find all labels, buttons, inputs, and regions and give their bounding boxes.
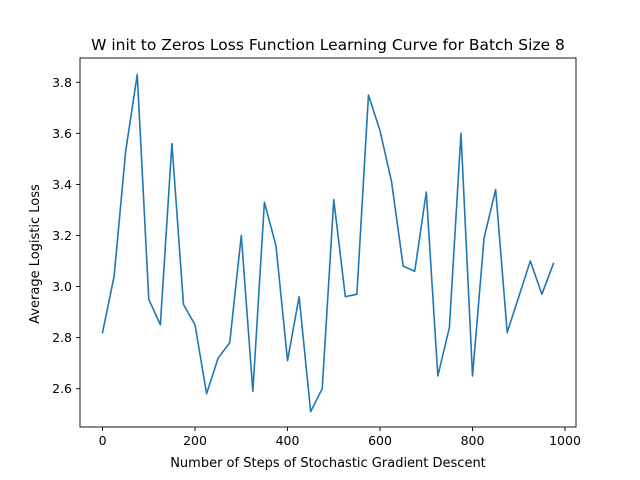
y-tick-label: 2.8 xyxy=(52,330,72,345)
x-axis-label: Number of Steps of Stochastic Gradient D… xyxy=(170,456,486,471)
y-tick-label: 3.2 xyxy=(52,228,72,243)
chart-title: W init to Zeros Loss Function Learning C… xyxy=(91,36,565,54)
x-tick-label: 200 xyxy=(183,433,207,448)
x-tick-label: 0 xyxy=(99,433,107,448)
series-line-0 xyxy=(101,73,555,413)
x-tick-label: 1000 xyxy=(549,433,581,448)
x-tick-label: 600 xyxy=(368,433,392,448)
x-tick-label: 400 xyxy=(276,433,300,448)
y-tick-label: 2.6 xyxy=(52,381,72,396)
y-axis-label: Average Logistic Loss xyxy=(28,184,43,324)
x-tick-label: 800 xyxy=(461,433,485,448)
y-tick-label: 3.8 xyxy=(52,75,72,90)
axes-frame xyxy=(79,57,577,428)
y-tick-label: 3.0 xyxy=(52,279,72,294)
plot-area: 0 200 400 600 800 1000 2.6 2.8 3.0 3.2 3.4 3.6 3.8 xyxy=(52,57,581,448)
y-tick-label: 3.4 xyxy=(52,177,72,192)
y-tick-label: 3.6 xyxy=(52,126,72,141)
